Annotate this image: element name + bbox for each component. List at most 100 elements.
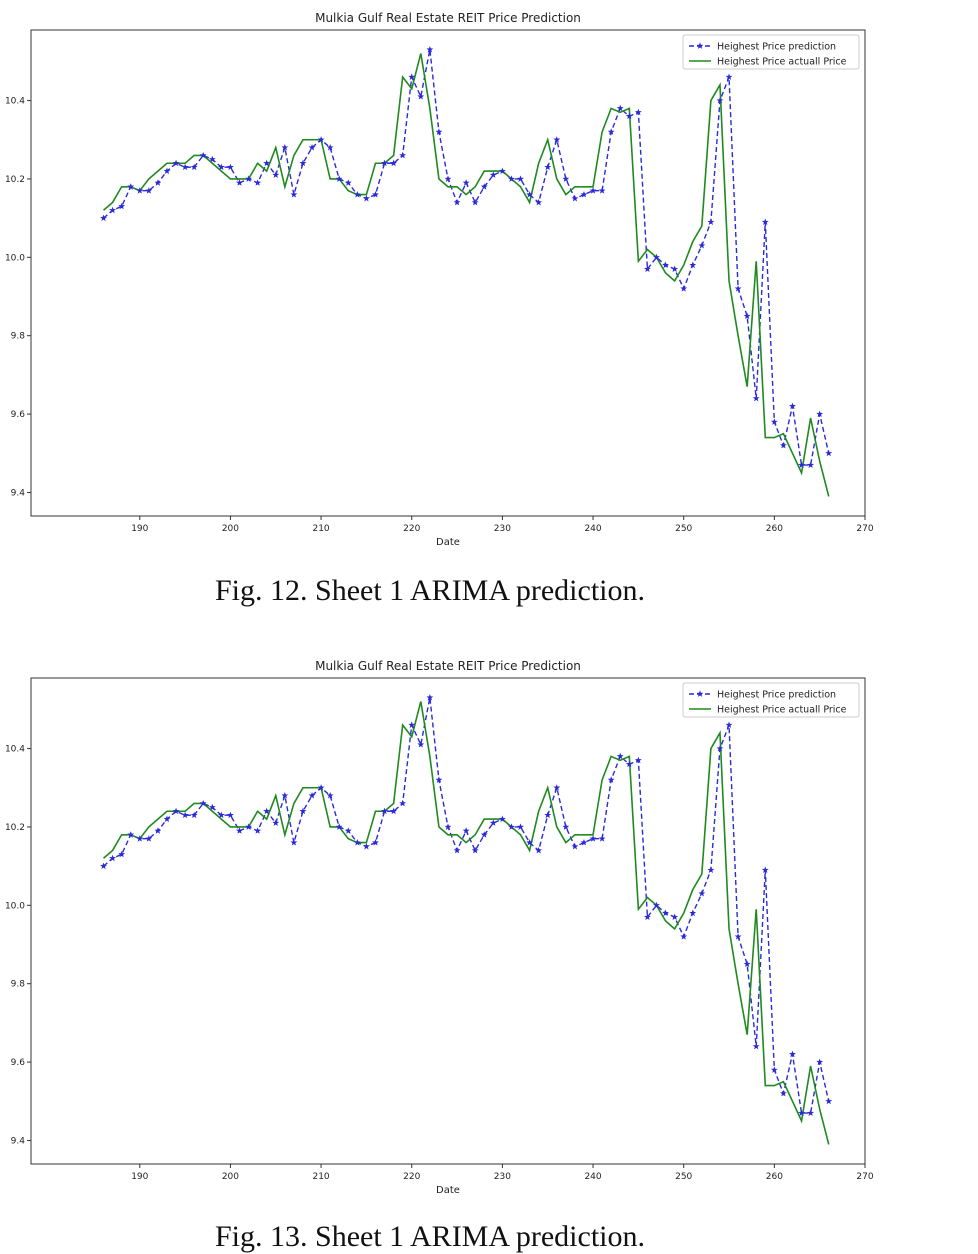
prediction-point <box>217 163 225 171</box>
x-tick-label: 260 <box>766 524 783 534</box>
prediction-point <box>199 799 207 807</box>
prediction-point <box>734 933 742 940</box>
prediction-point <box>317 784 325 791</box>
prediction-point <box>172 159 180 167</box>
prediction-point <box>426 694 434 701</box>
prediction-point <box>208 803 216 811</box>
x-tick-label: 220 <box>403 524 420 534</box>
prediction-point <box>816 1058 824 1066</box>
prediction-point <box>526 839 534 846</box>
y-tick-label: 9.8 <box>11 980 26 990</box>
prediction-point <box>118 850 126 858</box>
prediction-point <box>770 418 778 425</box>
prediction-point <box>589 835 597 842</box>
prediction-point <box>372 839 379 846</box>
x-tick-label: 270 <box>856 1172 873 1182</box>
x-tick-label: 200 <box>222 524 239 534</box>
prediction-point <box>227 163 234 171</box>
prediction-point <box>498 167 506 175</box>
prediction-point <box>562 175 570 182</box>
prediction-point <box>100 214 107 222</box>
y-tick-label: 9.6 <box>11 410 26 420</box>
y-tick-label: 10.4 <box>5 97 25 107</box>
prediction-point <box>245 823 252 830</box>
prediction-point <box>480 831 488 838</box>
legend-box <box>682 682 860 718</box>
prediction-point <box>236 179 243 186</box>
legend-label: Heighest Price prediction <box>717 690 836 701</box>
x-tick-label: 210 <box>312 524 329 534</box>
prediction-point <box>290 839 298 846</box>
prediction-point <box>290 191 298 198</box>
prediction-point <box>644 265 651 272</box>
prediction-point <box>544 163 552 171</box>
prediction-point <box>734 285 742 292</box>
prediction-point <box>326 791 334 799</box>
prediction-point <box>625 112 633 120</box>
prediction-point <box>435 128 443 135</box>
prediction-point <box>498 815 506 823</box>
y-tick-label: 10.0 <box>5 253 25 263</box>
prediction-point <box>807 461 815 468</box>
prediction-point <box>208 155 216 163</box>
prediction-point <box>743 312 751 320</box>
prediction-point <box>689 261 697 269</box>
prediction-point <box>417 741 425 748</box>
prediction-point <box>399 799 407 807</box>
prediction-point <box>390 159 398 167</box>
prediction-point <box>362 194 370 202</box>
prediction-point <box>653 253 660 261</box>
legend-label: Heighest Price actuall Price <box>717 57 847 68</box>
figure-13-caption: Fig. 13. Sheet 1 ARIMA prediction. <box>215 1220 645 1253</box>
prediction-point <box>136 187 144 194</box>
prediction-point <box>707 218 715 225</box>
legend-label: Heighest Price prediction <box>717 42 836 53</box>
prediction-point <box>789 402 796 410</box>
prediction-point <box>109 206 117 214</box>
prediction-point <box>553 136 561 143</box>
prediction-point <box>236 827 243 834</box>
prediction-point <box>752 1042 760 1050</box>
prediction-point <box>725 73 733 80</box>
prediction-point <box>100 862 107 870</box>
prediction-point <box>344 179 352 186</box>
prediction-point <box>444 175 452 182</box>
prediction-point <box>199 151 207 159</box>
chart-title: Mulkia Gulf Real Estate REIT Price Predi… <box>315 659 581 673</box>
prediction-point <box>662 909 669 917</box>
prediction-point <box>761 866 769 873</box>
prediction-point <box>227 811 234 819</box>
prediction-point <box>127 831 135 838</box>
prediction-point <box>517 175 524 182</box>
prediction-point <box>181 163 189 171</box>
prediction-point <box>553 784 561 791</box>
prediction-point <box>317 136 325 143</box>
prediction-point <box>634 108 642 116</box>
prediction-point <box>109 854 117 862</box>
prediction-point <box>671 265 679 272</box>
prediction-point <box>489 819 497 826</box>
prediction-point <box>607 128 615 135</box>
prediction-point <box>598 835 606 842</box>
prediction-point <box>181 811 189 819</box>
prediction-point <box>779 441 787 449</box>
prediction-point <box>453 198 461 206</box>
plot-frame <box>30 29 866 517</box>
prediction-point <box>281 791 289 799</box>
prediction-point <box>825 1097 833 1105</box>
figure-13: Mulkia Gulf Real Estate REIT Price Predi… <box>0 648 978 1208</box>
x-tick-label: 250 <box>675 1172 692 1182</box>
prediction-point <box>798 461 805 468</box>
x-axis-label: Date <box>436 1185 460 1196</box>
prediction-point <box>571 842 579 850</box>
series-line-prediction <box>103 49 830 466</box>
prediction-point <box>145 187 153 194</box>
prediction-point <box>535 846 543 854</box>
prediction-point <box>743 960 751 968</box>
prediction-point <box>634 756 642 764</box>
x-tick-label: 270 <box>856 524 873 534</box>
prediction-point <box>190 811 198 819</box>
prediction-point <box>353 839 361 846</box>
prediction-point <box>607 776 615 783</box>
prediction-point <box>372 191 379 198</box>
